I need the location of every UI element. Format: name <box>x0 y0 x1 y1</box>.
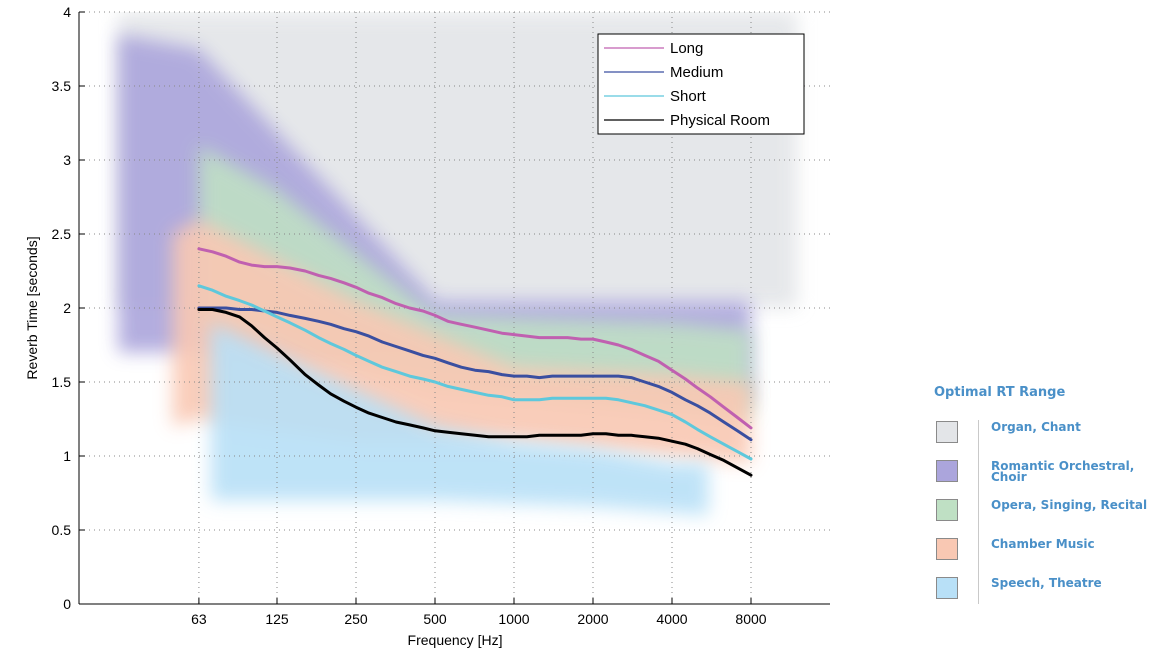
legend-box <box>597 33 805 135</box>
x-tick-label: 63 <box>191 611 207 627</box>
key-label: Opera, Singing, Recital <box>991 498 1148 512</box>
y-tick-label: 1 <box>63 448 71 464</box>
axes <box>78 11 830 605</box>
key-label: Organ, Chant <box>991 420 1081 434</box>
y-tick-label: 4 <box>63 4 71 20</box>
legend-entry: Long <box>670 40 703 57</box>
legend-entry: Physical Room <box>670 112 770 129</box>
y-tick-label: 2 <box>63 300 71 316</box>
key-swatch <box>936 499 958 521</box>
legend-entry: Short <box>670 88 707 105</box>
series-line-physical-room <box>197 308 753 477</box>
key-divider <box>978 420 979 604</box>
key-item: Opera, Singing, Recital <box>934 498 1149 537</box>
band-speech-theatre <box>210 322 709 516</box>
key-label: Speech, Theatre <box>991 576 1102 590</box>
x-axis-label: Frequency [Hz] <box>408 632 503 648</box>
key-item: Organ, Chant <box>934 420 1149 459</box>
key-list: Organ, Chant Romantic Orchestral, Choir Op… <box>934 420 1149 615</box>
legend-entry: Medium <box>670 64 723 81</box>
x-tick-label: 125 <box>265 611 289 627</box>
key-label: Romantic Orchestral, Choir <box>991 459 1135 484</box>
key-label: Chamber Music <box>991 537 1095 551</box>
key-item: Speech, Theatre <box>934 576 1149 615</box>
chart-legend: Long Medium Short Physical Room <box>597 33 805 135</box>
key-item: Romantic Orchestral, Choir <box>934 459 1149 498</box>
series-line-long <box>197 247 753 430</box>
key-item: Chamber Music <box>934 537 1149 576</box>
optimal-rt-range-key: Optimal RT Range Organ, Chant Romantic Or… <box>934 385 1149 615</box>
key-swatch <box>936 421 958 443</box>
y-tick-label: 0 <box>63 596 71 612</box>
series-lines <box>197 247 753 477</box>
x-tick-label: 500 <box>423 611 447 627</box>
y-tick-label: 3 <box>63 152 71 168</box>
y-tick-label: 3.5 <box>52 78 72 94</box>
key-title: Optimal RT Range <box>934 385 1066 400</box>
y-tick-label: 2.5 <box>52 226 72 242</box>
x-tick-labels: 63 125 250 500 1000 2000 4000 8000 <box>191 611 767 627</box>
y-axis-label: Reverb Time [seconds] <box>24 236 40 379</box>
x-tick-label: 250 <box>344 611 368 627</box>
key-swatch <box>936 538 958 560</box>
y-tick-label: 1.5 <box>52 374 72 390</box>
y-tick-label: 0.5 <box>52 522 72 538</box>
x-tick-label: 2000 <box>577 611 608 627</box>
series-line-medium <box>197 306 753 442</box>
series-line-short <box>197 284 753 461</box>
key-swatch <box>936 577 958 599</box>
x-tick-label: 8000 <box>735 611 766 627</box>
x-tick-label: 4000 <box>656 611 687 627</box>
key-swatch <box>936 460 958 482</box>
x-tick-label: 1000 <box>498 611 529 627</box>
y-tick-labels: 0 0.5 1 1.5 2 2.5 3 3.5 4 <box>52 4 72 612</box>
